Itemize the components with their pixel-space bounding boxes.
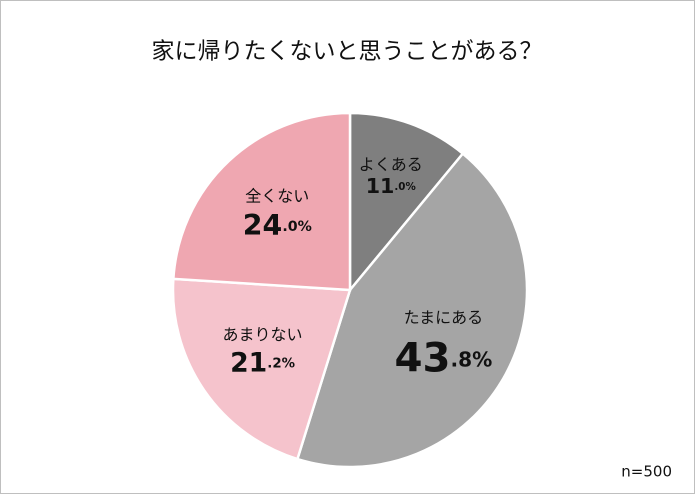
pie-slice (348, 111, 465, 294)
slice-label: あまりない (223, 325, 303, 344)
slice-label: よくある (359, 155, 423, 174)
pie-slice (295, 151, 529, 469)
chart-title: 家に帰りたくないと思うことがある？ (152, 39, 543, 65)
note: n=500 (621, 463, 672, 481)
value-label: 21.2% (230, 347, 295, 378)
slice-label: 全くない (245, 186, 309, 205)
pie-slice (172, 111, 352, 292)
pie-slice (171, 277, 352, 461)
value-label: 24.0% (243, 209, 312, 242)
value-label: 11.0% (366, 174, 416, 198)
slice-label: たまにある (404, 308, 484, 327)
value-label: 43.8% (394, 336, 492, 382)
